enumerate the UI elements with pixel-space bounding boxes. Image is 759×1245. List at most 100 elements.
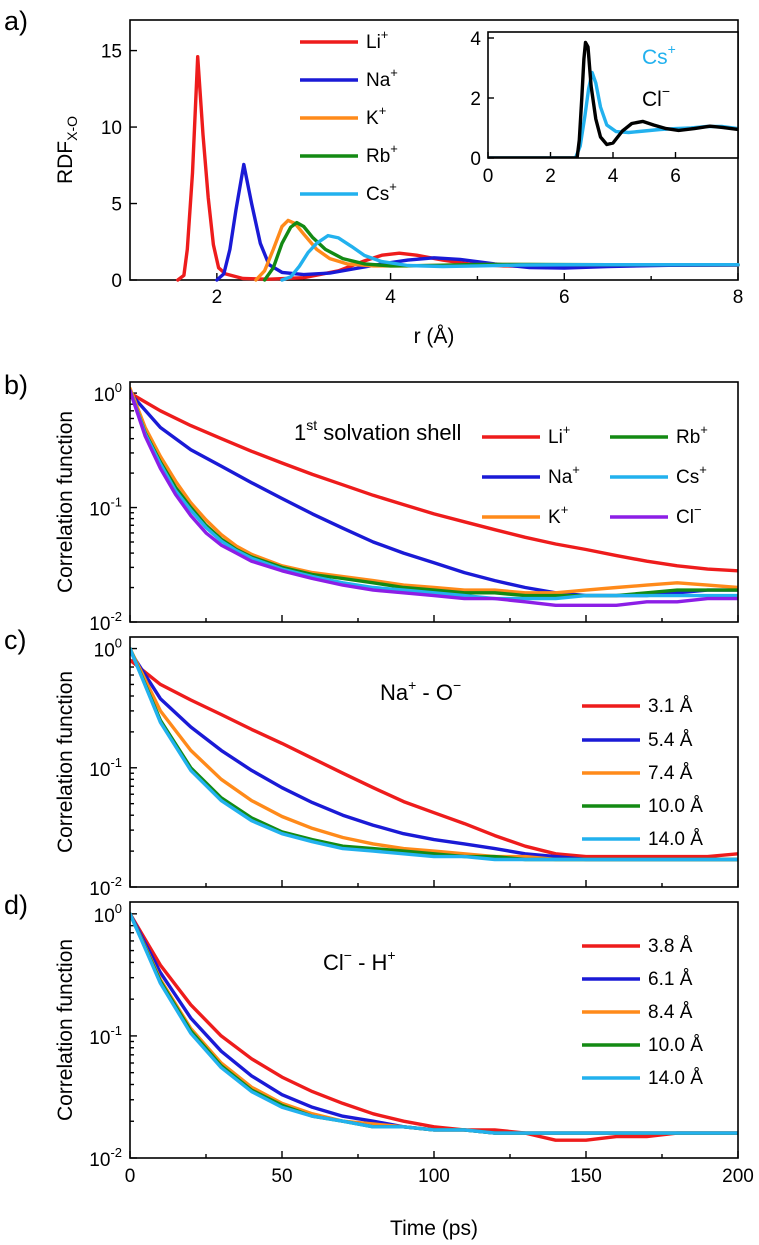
panel-b: b) 10010-110-2Correlation function 1st sol… bbox=[4, 370, 738, 635]
legend-label-name: 3.8 Å bbox=[648, 936, 693, 957]
series-group bbox=[130, 914, 738, 1140]
legend-label-charge: + bbox=[390, 65, 398, 80]
y-tick-label: 0 bbox=[111, 271, 122, 292]
legend-label-name: Li bbox=[548, 427, 563, 448]
panel-annotation: Cl− - H+ bbox=[323, 947, 396, 975]
legend-label-charge: + bbox=[381, 27, 389, 42]
legend-label-charge: + bbox=[390, 141, 398, 156]
y-tick-label: 100 bbox=[94, 636, 122, 662]
x-tick-label: 100 bbox=[418, 1166, 450, 1187]
annotation-sup: + bbox=[387, 947, 395, 963]
x-tick-label: 0 bbox=[125, 1166, 136, 1187]
y-tick-exponent: -1 bbox=[110, 755, 122, 770]
y-tick-mantissa: 10 bbox=[89, 760, 110, 781]
series-38 bbox=[130, 914, 738, 1140]
inset-label-cl-name: Cl bbox=[642, 88, 662, 111]
legend-label-name: 5.4 Å bbox=[648, 730, 693, 751]
y-axis-label: Correlation function bbox=[54, 671, 77, 853]
x-tick-label: 4 bbox=[385, 287, 396, 308]
legend-label: 8.4 Å bbox=[648, 1002, 693, 1023]
legend-label-charge: + bbox=[700, 422, 708, 437]
y-axis-label: Correlation function bbox=[54, 939, 77, 1121]
panel-annotation: Na+ - O− bbox=[380, 677, 461, 705]
y-tick-exponent: 0 bbox=[115, 636, 122, 651]
x-axis-label: Time (ps) bbox=[390, 1217, 478, 1240]
y-tick-exponent: 0 bbox=[115, 380, 122, 395]
legend-label: K+ bbox=[366, 103, 386, 129]
legend-label-name: K bbox=[366, 108, 379, 129]
annotation-sup: − bbox=[453, 677, 461, 693]
legend-label: 14.0 Å bbox=[648, 1068, 703, 1089]
plot-area bbox=[130, 902, 738, 1158]
inset-x-tick-label: 0 bbox=[483, 166, 494, 187]
legend-label-charge: + bbox=[389, 179, 397, 194]
y-tick-mantissa: 10 bbox=[94, 641, 115, 662]
inset-y-tick-label: 2 bbox=[470, 89, 481, 110]
annotation-sup: − bbox=[344, 947, 352, 963]
legend-label-charge: + bbox=[379, 103, 387, 118]
y-tick-label: 15 bbox=[101, 42, 122, 63]
legend-label: 7.4 Å bbox=[648, 763, 693, 784]
panel-label: b) bbox=[4, 370, 28, 400]
y-tick-exponent: -1 bbox=[110, 1023, 122, 1038]
y-tick-exponent: -2 bbox=[110, 609, 122, 624]
legend-label: Cl− bbox=[676, 502, 702, 528]
legend-label-name: Cl bbox=[676, 507, 694, 528]
annotation-part: 1 bbox=[294, 420, 306, 445]
series-84 bbox=[130, 914, 738, 1133]
y-tick-mantissa: 10 bbox=[89, 1028, 110, 1049]
inset-x-tick-label: 2 bbox=[545, 166, 556, 187]
panel-label: d) bbox=[4, 890, 28, 920]
legend-label: 6.1 Å bbox=[648, 969, 693, 990]
annotation-part: - O bbox=[416, 680, 453, 705]
y-tick-mantissa: 10 bbox=[89, 879, 110, 900]
legend-label-charge: − bbox=[694, 502, 702, 517]
legend-label-name: 8.4 Å bbox=[648, 1002, 693, 1023]
legend-label: Na+ bbox=[366, 65, 398, 91]
y-tick-label: 10-1 bbox=[89, 495, 122, 521]
y-tick-label: 10-1 bbox=[89, 1023, 122, 1049]
y-tick-mantissa: 10 bbox=[94, 385, 115, 406]
panel-c: c) 10010-110-2Correlation function Na+ - O… bbox=[4, 625, 738, 900]
legend-label: Li+ bbox=[548, 422, 570, 448]
y-tick-label: 10-2 bbox=[89, 1145, 122, 1171]
y-tick-label: 10-1 bbox=[89, 755, 122, 781]
legend-label-name: 6.1 Å bbox=[648, 969, 693, 990]
y-tick-exponent: -2 bbox=[110, 874, 122, 889]
y-tick-label: 10-2 bbox=[89, 874, 122, 900]
y-tick-label: 100 bbox=[94, 380, 122, 406]
series-140 bbox=[130, 914, 738, 1133]
legend-label: 10.0 Å bbox=[648, 1035, 703, 1056]
legend-label: 14.0 Å bbox=[648, 829, 703, 850]
inset-background bbox=[488, 32, 738, 158]
inset-label-cs-charge: + bbox=[668, 41, 676, 57]
legend-label: 5.4 Å bbox=[648, 730, 693, 751]
x-axis-label: r (Å) bbox=[414, 325, 455, 348]
legend-label-name: Li bbox=[366, 32, 381, 53]
legend-label: Na+ bbox=[548, 462, 580, 488]
legend-label-name: Rb bbox=[676, 427, 700, 448]
legend-label-name: 10.0 Å bbox=[648, 796, 703, 817]
legend-label-name: 14.0 Å bbox=[648, 829, 703, 850]
y-tick-mantissa: 10 bbox=[89, 500, 110, 521]
y-tick-exponent: -2 bbox=[110, 1145, 122, 1160]
legend-label-name: Rb bbox=[366, 146, 390, 167]
legend-label-name: Na bbox=[366, 70, 391, 91]
legend-label: Rb+ bbox=[676, 422, 708, 448]
inset-y-tick-label: 4 bbox=[470, 29, 481, 50]
panel-a-label: a) bbox=[4, 6, 28, 36]
legend-label-charge: + bbox=[563, 422, 571, 437]
legend-label-charge: + bbox=[561, 502, 569, 517]
legend-label: 3.8 Å bbox=[648, 936, 693, 957]
x-tick-label: 2 bbox=[212, 287, 223, 308]
legend-label-name: 3.1 Å bbox=[648, 696, 693, 717]
panel-label: c) bbox=[4, 625, 27, 655]
y-tick-mantissa: 10 bbox=[89, 614, 110, 635]
series-100 bbox=[130, 914, 738, 1133]
y-tick-label: 10-2 bbox=[89, 609, 122, 635]
legend-label: 3.1 Å bbox=[648, 696, 693, 717]
y-tick-label: 100 bbox=[94, 901, 122, 927]
legend-label-name: 7.4 Å bbox=[648, 763, 693, 784]
